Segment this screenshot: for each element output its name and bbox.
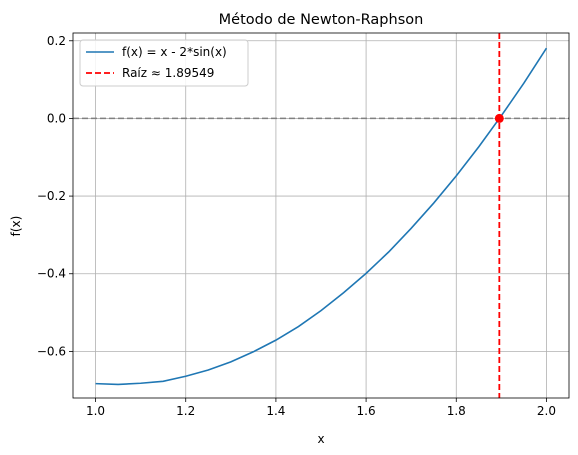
y-tick-label: 0.0	[47, 111, 66, 125]
legend: f(x) = x - 2*sin(x) Raíz ≈ 1.89549	[79, 39, 249, 87]
x-tick-label: 1.4	[266, 404, 285, 418]
x-axis-label: x	[317, 432, 324, 446]
axes: 1.0 1.2 1.4 1.6 1.8 2.0 −0.6 −0.4 −0.2 0.0 0.2	[37, 32, 570, 418]
x-tick-label: 1.0	[86, 404, 105, 418]
x-tick-label: 1.8	[447, 404, 466, 418]
x-tick-label: 2.0	[537, 404, 556, 418]
series	[95, 33, 548, 398]
grid	[73, 33, 569, 398]
x-tick-label: 1.6	[357, 404, 376, 418]
root-point-marker	[494, 113, 504, 123]
function-curve-line	[95, 47, 548, 386]
x-tick-label: 1.2	[176, 404, 195, 418]
y-axis-label: f(x)	[9, 216, 23, 237]
y-tick-label: −0.6	[37, 344, 66, 358]
y-tick-label: 0.2	[47, 34, 66, 48]
y-tick-label: −0.4	[37, 267, 66, 281]
plot-frame	[72, 32, 570, 399]
legend-label-function: f(x) = x - 2*sin(x)	[122, 45, 227, 59]
y-tick-label: −0.2	[37, 189, 66, 203]
legend-label-root: Raíz ≈ 1.89549	[122, 66, 214, 80]
chart-title: Método de Newton-Raphson	[219, 12, 424, 28]
legend-box	[79, 39, 249, 87]
